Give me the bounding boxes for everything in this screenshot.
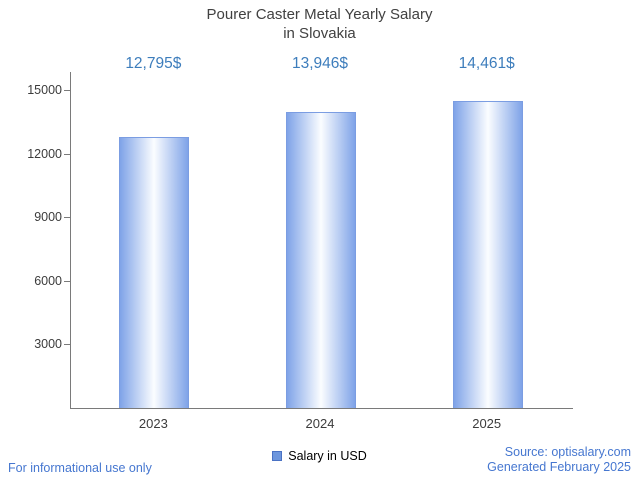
footer-disclaimer: For informational use only — [8, 461, 152, 475]
bar-value-label: 12,795$ — [125, 55, 182, 72]
source-link[interactable]: Source: optisalary.com — [504, 445, 631, 459]
bar-value-label: 14,461$ — [458, 55, 515, 72]
bar-2024 — [286, 112, 356, 408]
bar-2023 — [119, 136, 190, 408]
y-axis-tick-mark — [64, 153, 70, 155]
y-axis-tick-label: 6000 — [34, 273, 62, 288]
bar-column — [238, 90, 405, 408]
bar-2025 — [452, 101, 523, 408]
legend-item[interactable]: Salary in USD — [0, 449, 639, 463]
x-axis-label: 2023 — [138, 416, 168, 431]
y-axis-tick-label: 15000 — [27, 83, 62, 97]
chart-title-line1: Pourer Caster Metal Yearly Salary — [206, 6, 433, 23]
chart-title: Pourer Caster Metal Yearly Salary in Slo… — [0, 5, 639, 43]
y-axis-tick-label: 9000 — [34, 210, 62, 225]
y-axis-line — [70, 72, 71, 408]
bar-column — [71, 90, 238, 408]
x-axis-labels-row: 2023 2024 2025 — [70, 416, 570, 431]
bar-column — [404, 90, 571, 408]
x-axis-line — [70, 408, 573, 409]
chart-title-line2: in Slovakia — [283, 25, 356, 42]
footer-right: Source: optisalary.com Generated Februar… — [487, 445, 631, 475]
legend-swatch-icon — [272, 451, 283, 461]
y-axis-tick-mark — [64, 280, 70, 282]
y-axis-tick-mark — [64, 217, 70, 219]
y-axis-tick-mark — [64, 90, 70, 91]
x-axis-label: 2024 — [305, 416, 335, 431]
bar-value-label: 13,946$ — [291, 55, 349, 72]
x-axis-label: 2025 — [472, 416, 502, 431]
bars-row — [71, 90, 571, 408]
generated-date: Generated February 2025 — [487, 460, 631, 474]
y-axis-tick-mark — [64, 344, 70, 346]
legend-label: Salary in USD — [288, 449, 367, 463]
value-labels-row: 12,795$ 13,946$ 14,461$ — [70, 55, 570, 73]
y-axis-tick-label: 3000 — [34, 337, 62, 352]
y-axis-tick-label: 12000 — [27, 146, 62, 161]
